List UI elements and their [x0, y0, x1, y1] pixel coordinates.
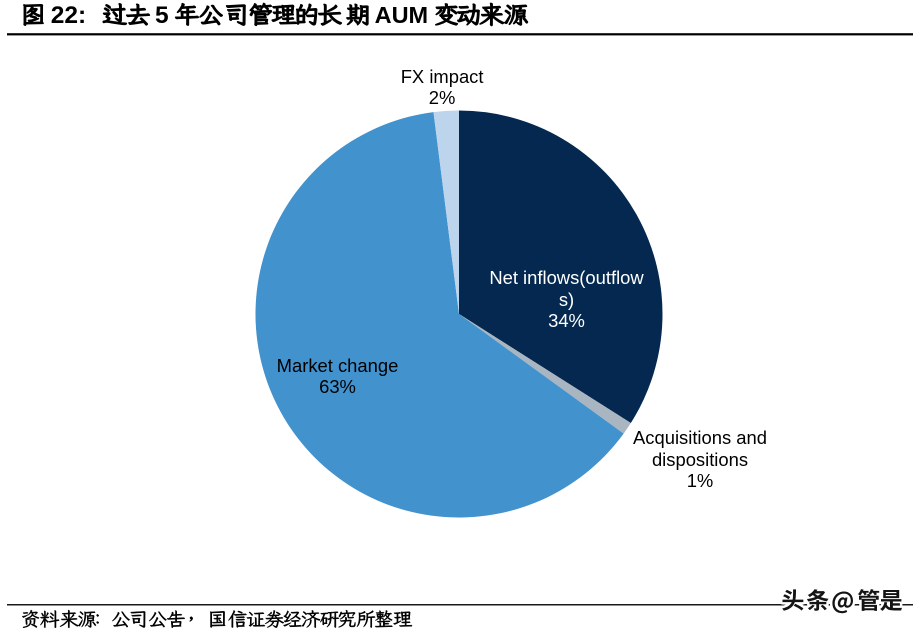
svg-text:5: 5 [155, 2, 169, 29]
svg-text:22:: 22: [51, 2, 86, 29]
svg-text:AUM: AUM [375, 2, 429, 28]
